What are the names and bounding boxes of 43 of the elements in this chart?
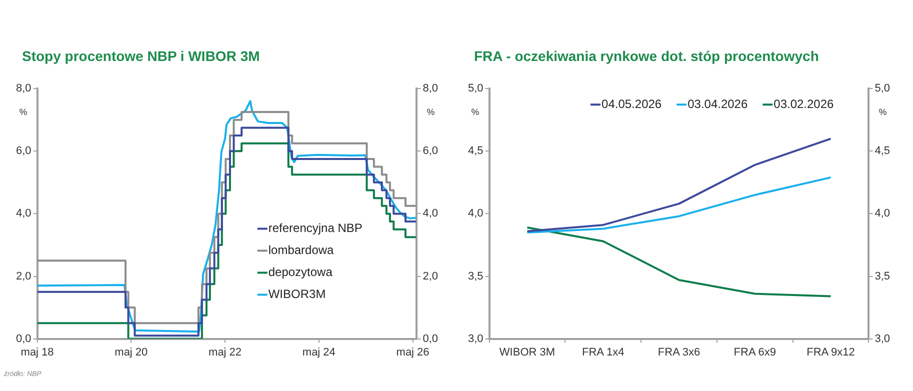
legend-label: depozytowa (268, 265, 333, 280)
x-tick-label: FRA 1x4 (582, 346, 624, 358)
chart-title: Stopy procentowe NBP i WIBOR 3M (22, 48, 260, 64)
x-tick-label: maj 26 (396, 346, 430, 358)
y-tick-label: 4,5 (468, 145, 484, 158)
y-tick-label: 3,5 (468, 270, 484, 282)
y2-tick-label: 3,5 (874, 270, 890, 282)
legend-label: WIBOR3M (268, 287, 326, 302)
y-axis-title: % (471, 107, 480, 118)
y2-tick-label: 4,0 (874, 208, 890, 220)
x-tick-label: maj 20 (114, 346, 148, 358)
y2-tick-label: 4,5 (874, 145, 890, 158)
y-tick-label: 4,0 (16, 208, 32, 220)
y2-tick-label: 4,0 (422, 208, 438, 220)
y-tick-label: 6,0 (16, 145, 32, 158)
y2-axis-title: % (426, 107, 435, 118)
x-tick-label: WIBOR 3M (499, 346, 556, 358)
y2-axis-title: % (878, 107, 887, 118)
legend-label: 03.04.2026 (688, 96, 748, 111)
y2-tick-label: 6,0 (422, 145, 438, 158)
x-tick-label: maj 24 (302, 346, 336, 358)
y2-tick-label: 2,0 (422, 270, 438, 282)
legend-label: 03.02.2026 (774, 96, 834, 111)
chart-title: FRA - oczekiwania rynkowe dot. stóp procentowych (474, 48, 819, 64)
legend-label: referencyjna NBP (268, 221, 362, 236)
y-tick-label: 2,0 (16, 270, 32, 282)
legend-label: lombardowa (268, 243, 334, 258)
x-tick-label: FRA 9x12 (806, 346, 855, 358)
legend-label: 04.05.2026 (602, 96, 662, 111)
x-tick-label: FRA 6x9 (734, 346, 776, 358)
x-tick-label: FRA 3x6 (658, 346, 700, 358)
y-tick-label: 5,0 (468, 82, 484, 95)
y2-tick-label: 5,0 (874, 82, 890, 95)
y-axis-title: % (19, 107, 28, 118)
y-tick-label: 4,0 (468, 208, 484, 220)
y2-tick-label: 8,0 (422, 82, 438, 95)
y2-tick-label: 3,0 (874, 332, 890, 345)
x-tick-label: maj 18 (20, 346, 54, 358)
y-tick-label: 0,0 (16, 332, 32, 345)
x-tick-label: maj 22 (208, 346, 242, 358)
y-tick-label: 8,0 (16, 82, 32, 95)
y2-tick-label: 0,0 (422, 332, 438, 345)
y-tick-label: 3,0 (468, 332, 484, 345)
